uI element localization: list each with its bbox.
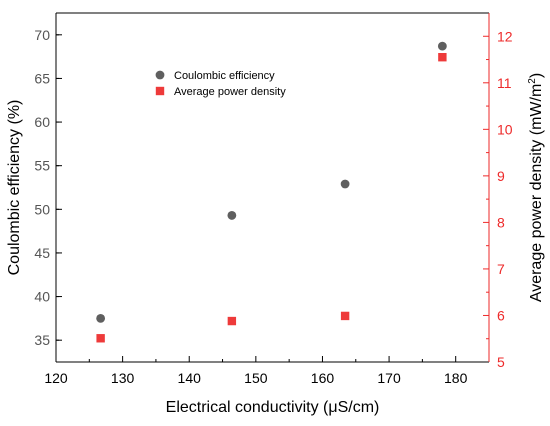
left-y-axis-label: Coulombic efficiency (%) — [6, 100, 23, 276]
legend-marker-coulombic-efficiency — [155, 70, 165, 80]
average-power-density-point — [227, 316, 237, 326]
left-tick-label: 55 — [34, 158, 50, 174]
left-tick-label: 60 — [34, 114, 50, 130]
left-tick-label: 40 — [34, 289, 50, 305]
coulombic-efficiency-point — [340, 179, 350, 189]
bottom-tick-label: 140 — [178, 370, 202, 386]
average-power-density-point — [96, 334, 105, 343]
bottom-tick-label: 120 — [44, 370, 68, 386]
right-tick-label: 7 — [497, 261, 505, 277]
bottom-tick-label: 150 — [244, 370, 268, 386]
right-tick-label: 5 — [497, 354, 505, 370]
legend-label-coulombic-efficiency: Coulombic efficiency — [174, 70, 275, 82]
bottom-tick-label: 130 — [111, 370, 135, 386]
left-tick-label: 45 — [34, 245, 50, 261]
right-axis-ticks: 5 6 7 8 9 10 11 12 — [483, 28, 513, 370]
left-tick-label: 70 — [34, 27, 50, 43]
bottom-axis-ticks: 120 130 140 150 160 170 180 — [44, 356, 468, 386]
left-tick-label: 50 — [34, 201, 50, 217]
right-y-axis-label-main: Average power density (mW/m — [528, 84, 545, 302]
coulombic-efficiency-point — [227, 211, 237, 220]
bottom-tick-label: 160 — [311, 370, 335, 386]
average-power-density-point — [340, 311, 350, 321]
left-tick-label: 35 — [34, 332, 50, 348]
series-points — [96, 41, 447, 343]
right-y-axis-label-superscript: 2 — [527, 78, 538, 84]
coulombic-efficiency-point — [96, 313, 106, 323]
right-tick-label: 12 — [497, 28, 513, 44]
bottom-tick-label: 170 — [377, 370, 401, 386]
legend: Coulombic efficiency Average power densi… — [155, 70, 286, 98]
x-axis-label: Electrical conductivity (μS/cm) — [166, 399, 380, 416]
right-y-axis-label: Average power density (mW/m2) — [527, 73, 545, 302]
average-power-density-point — [438, 53, 447, 62]
left-tick-label: 65 — [34, 70, 50, 86]
bottom-tick-label: 180 — [444, 370, 468, 386]
right-tick-label: 10 — [497, 121, 513, 137]
right-tick-label: 11 — [497, 75, 512, 91]
right-tick-label: 8 — [497, 214, 505, 230]
right-tick-label: 6 — [497, 307, 505, 323]
right-y-axis-label-close: ) — [528, 73, 545, 78]
right-tick-label: 9 — [497, 168, 505, 184]
legend-marker-average-power-density — [155, 86, 165, 96]
left-axis-ticks: 35 40 45 50 55 60 65 70 — [34, 27, 62, 348]
coulombic-efficiency-point — [437, 41, 447, 51]
legend-label-average-power-density: Average power density — [174, 86, 286, 98]
